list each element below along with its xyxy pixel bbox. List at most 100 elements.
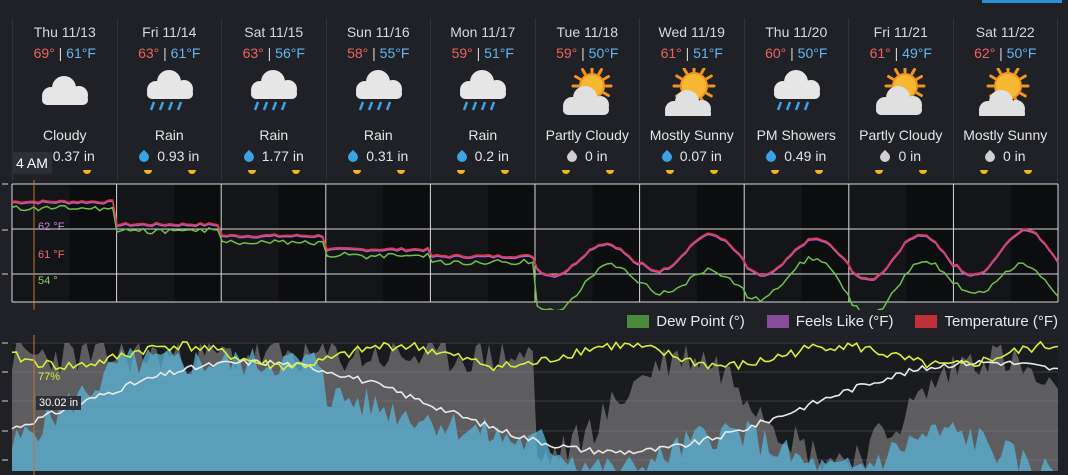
rain-icon: [140, 68, 200, 116]
precip-amount: 0 in: [898, 148, 922, 164]
day-temps: 59° | 50°F: [556, 45, 619, 61]
day-column[interactable]: Thu 11/13 69° | 61°F Cloudy 0.37 in: [12, 18, 118, 181]
day-high: 59°: [556, 45, 578, 61]
legend-label: Temperature (°F): [944, 313, 1058, 330]
day-high: 61°: [869, 45, 891, 61]
temperature-chart[interactable]: [0, 180, 1068, 310]
gust-line: [11, 340, 1059, 372]
humidity-area: [12, 347, 1058, 471]
legend-item[interactable]: Dew Point (°): [627, 313, 745, 330]
day-condition: PM Showers: [756, 127, 836, 143]
day-name: Fri 11/21: [873, 24, 928, 40]
mostly-sunny-icon: [662, 68, 722, 116]
day-condition: Mostly Sunny: [649, 127, 734, 143]
sunset-icon: [814, 170, 823, 174]
legend-item[interactable]: Temperature (°F): [915, 313, 1058, 330]
sunset-icon: [292, 170, 300, 174]
sunset-icon: [710, 170, 718, 174]
day-precip: 0.37 in: [13, 148, 117, 164]
day-column[interactable]: Fri 11/21 61° | 49°F Partly Cloudy 0 in: [849, 18, 954, 181]
precip-amount: 0 in: [584, 148, 608, 164]
humidity-pressure-chart[interactable]: [0, 335, 1068, 475]
legend-item[interactable]: Feels Like (°F): [766, 313, 893, 330]
day-column[interactable]: Sat 11/15 63° | 56°F Rain 1.77 in: [222, 18, 327, 181]
legend-label: Dew Point (°): [656, 313, 745, 330]
day-low: 50°F: [1006, 45, 1037, 61]
day-low: 49°F: [902, 45, 932, 61]
night-band: [906, 184, 954, 302]
sun-times: [327, 170, 431, 178]
precip-amount: 0.93 in: [157, 148, 200, 164]
partly-cloudy-icon: [871, 68, 931, 116]
day-high: 62°: [974, 45, 996, 61]
cursor-time-label: 4 AM: [12, 152, 52, 174]
day-high: 63°: [242, 45, 264, 61]
sunset-icon: [83, 170, 91, 174]
day-high: 61°: [660, 45, 682, 61]
sunset-icon: [605, 170, 614, 174]
day-high: 59°: [451, 45, 473, 61]
night-band: [487, 184, 535, 302]
top-action-button[interactable]: [982, 0, 1062, 3]
cursor-feels-like-readout: 62 °F: [38, 221, 65, 233]
day-name: Wed 11/19: [658, 24, 725, 40]
rain-icon: [453, 68, 513, 116]
sunrise-icon: [143, 170, 152, 174]
day-column[interactable]: Sat 11/22 62° | 50°F Mostly Sunny 0 in: [954, 18, 1058, 181]
day-low: 50°F: [797, 45, 828, 61]
sun-times: [536, 170, 640, 178]
cursor-pressure-readout: 30.02 in: [36, 396, 82, 410]
day-column[interactable]: Tue 11/18 59° | 50°F Partly Cloudy 0 in: [536, 18, 640, 181]
sun-times: [954, 170, 1058, 178]
day-precip: 0 in: [954, 148, 1058, 165]
raindrop-icon: [137, 149, 152, 165]
day-condition: Partly Cloudy: [859, 127, 943, 143]
day-high: 60°: [765, 45, 787, 61]
day-name: Sat 11/22: [975, 24, 1035, 40]
day-temps: 61° | 49°F: [869, 45, 932, 61]
sunrise-icon: [457, 170, 465, 174]
legend-swatch: [915, 315, 938, 328]
precip-amount: 1.77 in: [261, 148, 304, 164]
rain-icon: [349, 68, 409, 116]
night-band: [174, 184, 222, 302]
temperature-legend: Dew Point (°) Feels Like (°F) Temperature …: [627, 313, 1058, 330]
sunrise-icon: [979, 170, 988, 174]
day-precip: 0 in: [849, 148, 953, 165]
day-low: 61°F: [66, 45, 96, 61]
day-condition: Rain: [259, 127, 289, 143]
sunrise-icon: [561, 170, 570, 174]
day-column[interactable]: Mon 11/17 59° | 51°F Rain 0.2 in: [431, 18, 536, 181]
sunrise-icon: [248, 170, 256, 174]
pm-showers-icon: [767, 68, 827, 116]
day-column[interactable]: Sun 11/16 58° | 55°F Rain 0.31 in: [327, 18, 431, 181]
precip-amount: 0.31 in: [366, 148, 409, 164]
sunset-icon: [187, 170, 196, 174]
cursor-temperature-readout: 61 °F: [38, 249, 65, 261]
day-precip: 0.31 in: [327, 148, 431, 165]
sun-times: [640, 170, 744, 178]
day-low: 56°F: [275, 45, 305, 61]
day-column[interactable]: Fri 11/14 63° | 61°F Rain 0.93 in: [118, 18, 222, 181]
day-precip: 0 in: [536, 148, 640, 165]
day-precip: 0.2 in: [431, 148, 535, 165]
day-temps: 58° | 55°F: [347, 45, 410, 61]
sun-times: [849, 170, 953, 178]
sunset-icon: [501, 170, 509, 174]
sun-times: [222, 170, 326, 178]
cursor-humidity-readout: 77%: [38, 371, 61, 383]
day-temps: 63° | 61°F: [138, 45, 201, 61]
day-name: Thu 11/13: [33, 24, 96, 40]
raindrop-icon: [982, 149, 998, 165]
day-column[interactable]: Thu 11/20 60° | 50°F PM Showers 0.49 in: [745, 18, 849, 181]
temperature-line: [11, 199, 1059, 280]
sun-times: [745, 170, 849, 178]
sunrise-icon: [666, 170, 674, 174]
day-low: 51°F: [693, 45, 723, 61]
day-precip: 0.93 in: [118, 148, 222, 165]
legend-swatch: [766, 315, 789, 328]
night-band: [592, 184, 640, 302]
day-temps: 62° | 50°F: [974, 45, 1037, 61]
day-column[interactable]: Wed 11/19 61° | 51°F Mostly Sunny 0.07 i…: [640, 18, 745, 181]
sunset-icon: [919, 170, 927, 174]
